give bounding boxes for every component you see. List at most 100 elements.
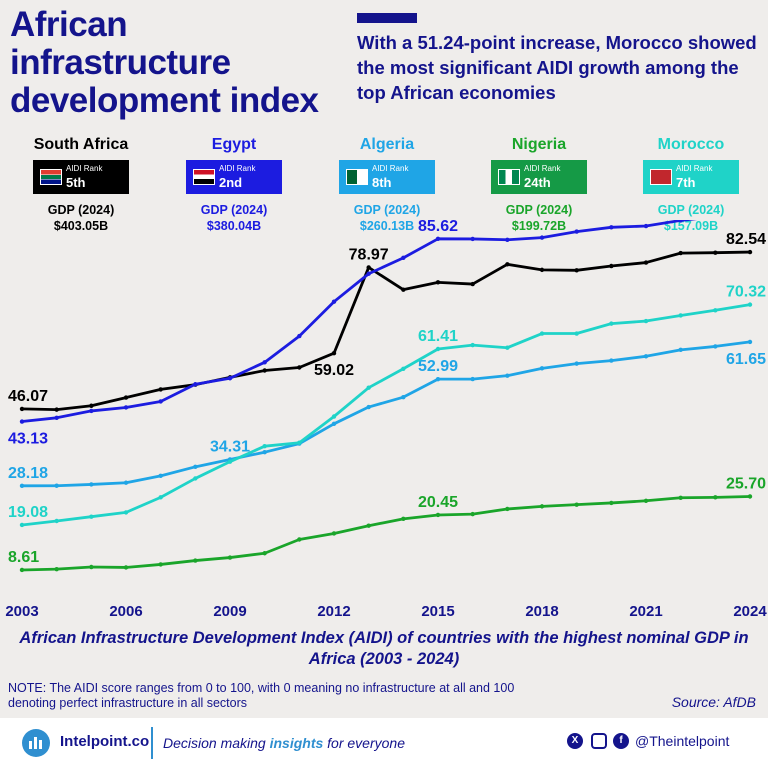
data-point — [435, 376, 441, 382]
data-point — [19, 483, 25, 489]
data-point — [643, 318, 649, 324]
country-card: Morocco AIDI Rank 7th GDP (2024) $157.09B — [626, 134, 756, 234]
rank-box: AIDI Rank 8th — [339, 160, 435, 194]
data-point — [401, 516, 406, 522]
data-point — [574, 331, 579, 336]
rank-label: AIDI Rank — [66, 164, 103, 173]
data-point — [713, 250, 718, 255]
data-label: 59.02 — [314, 362, 354, 379]
data-label: 34.31 — [210, 438, 250, 455]
data-point — [19, 406, 25, 412]
country-name: Morocco — [657, 136, 725, 153]
data-point — [193, 476, 198, 481]
data-label: 82.54 — [726, 231, 766, 248]
series-line-south-africa — [21, 250, 751, 412]
x-tick-label: 2024 — [733, 603, 767, 620]
data-point — [713, 308, 718, 313]
data-point — [19, 567, 25, 573]
algeria-flag-icon — [346, 169, 368, 185]
page-title: African infrastructure development index — [10, 5, 319, 120]
rank-label: AIDI Rank — [372, 164, 409, 173]
rank-box: AIDI Rank 24th — [491, 160, 587, 194]
intelpoint-logo-icon — [22, 729, 50, 757]
data-point — [331, 421, 337, 427]
data-point — [123, 395, 129, 400]
data-point — [435, 512, 441, 518]
data-point — [227, 376, 233, 381]
data-point — [227, 459, 233, 464]
data-point — [609, 263, 614, 269]
data-point — [574, 361, 579, 366]
data-point — [539, 366, 545, 371]
data-point — [505, 506, 510, 512]
data-point — [401, 255, 406, 261]
data-point — [713, 344, 718, 349]
data-point — [505, 373, 510, 378]
gdp-label: GDP (2024) — [657, 203, 725, 217]
data-point — [89, 482, 94, 487]
data-label: 52.99 — [418, 358, 458, 375]
x-tick-label: 2015 — [421, 603, 454, 620]
data-point — [123, 510, 129, 515]
data-label: 8.61 — [8, 549, 39, 566]
series-line-egypt — [21, 220, 698, 423]
x-tick-label: 2018 — [525, 603, 558, 620]
data-point — [678, 313, 683, 318]
data-point — [747, 494, 753, 499]
data-point — [331, 351, 337, 356]
data-point — [54, 415, 59, 420]
rank-value: 2nd — [219, 175, 243, 190]
data-point — [158, 473, 163, 479]
series-line-nigeria — [21, 495, 751, 572]
data-point — [262, 360, 267, 365]
data-label: 19.08 — [8, 504, 48, 521]
data-point — [539, 504, 545, 509]
data-point — [643, 260, 649, 265]
data-point — [158, 387, 163, 392]
data-point — [54, 483, 59, 488]
x-icon[interactable]: X — [567, 733, 583, 749]
data-point — [747, 249, 753, 255]
rank-box: AIDI Rank 5th — [33, 160, 129, 194]
data-label: 85.62 — [418, 220, 458, 235]
data-point — [366, 271, 371, 276]
data-point — [193, 558, 198, 563]
rank-value: 24th — [524, 175, 551, 190]
tagline: Decision making insights for everyone — [163, 735, 405, 751]
data-point — [678, 220, 683, 223]
x-tick-label: 2012 — [317, 603, 350, 620]
data-point — [54, 518, 59, 524]
brand-name[interactable]: Intelpoint.co — [60, 733, 150, 750]
tagline-bold: insights — [269, 735, 324, 751]
morocco-flag-icon — [650, 169, 672, 185]
gdp-label: GDP (2024) — [505, 203, 573, 217]
data-point — [262, 450, 267, 455]
country-card: South Africa AIDI Rank 5th GDP (2024) $403.0… — [16, 134, 146, 234]
data-point — [297, 537, 302, 542]
data-point — [262, 443, 267, 449]
data-point — [574, 268, 579, 273]
data-point — [89, 564, 94, 570]
data-point — [609, 358, 614, 363]
instagram-icon[interactable] — [591, 733, 607, 749]
data-label: 43.13 — [8, 431, 48, 448]
subtitle: With a 51.24-point increase, Morocco sho… — [357, 32, 757, 103]
data-point — [539, 267, 545, 273]
data-point — [539, 235, 545, 240]
data-point — [505, 345, 510, 350]
social-handle[interactable]: @Theintelpoint — [635, 733, 730, 749]
country-card: Nigeria AIDI Rank 24th GDP (2024) $199.72B — [474, 134, 604, 234]
facebook-icon[interactable]: f — [613, 733, 629, 749]
data-point — [574, 229, 579, 234]
footer: Intelpoint.co Decision making insights f… — [0, 718, 768, 768]
gdp-value: $403.05B — [53, 219, 109, 233]
data-point — [158, 495, 163, 500]
footer-divider — [151, 727, 153, 759]
data-point — [19, 522, 25, 528]
data-label: 61.65 — [726, 351, 766, 368]
data-point — [366, 404, 371, 410]
data-point — [158, 562, 163, 567]
data-point — [401, 394, 406, 400]
data-point — [609, 225, 614, 230]
data-label: 28.18 — [8, 465, 48, 482]
